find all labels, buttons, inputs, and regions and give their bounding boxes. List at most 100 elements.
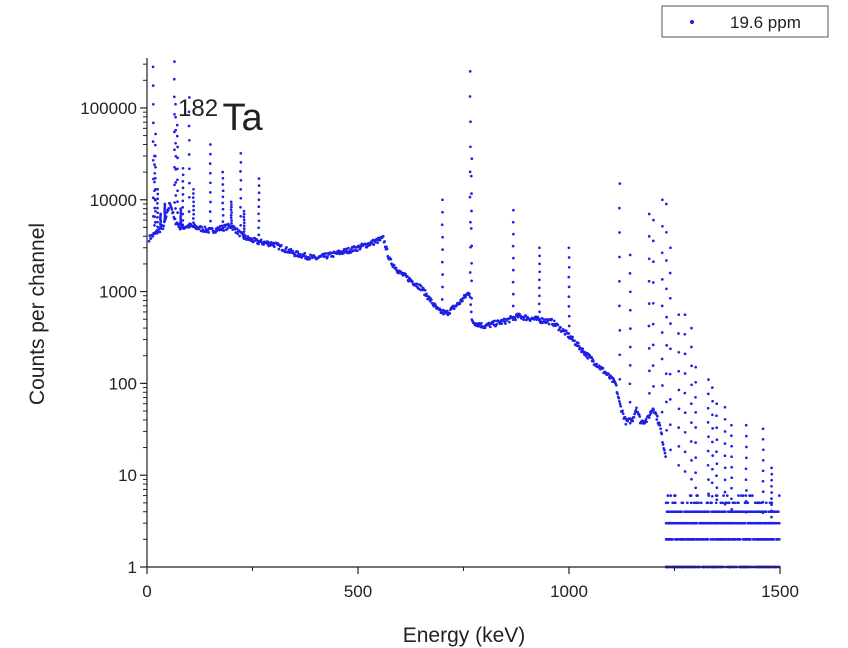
data-point <box>557 328 561 332</box>
data-point <box>621 412 625 416</box>
data-point <box>188 167 191 171</box>
x-axis-title: Energy (keV) <box>403 624 526 647</box>
data-point <box>648 369 651 373</box>
data-point <box>723 466 727 470</box>
data-point <box>665 315 668 319</box>
data-point <box>522 318 526 322</box>
data-point <box>730 423 733 427</box>
data-point <box>513 316 517 320</box>
data-point <box>221 183 225 186</box>
data-point <box>239 205 242 209</box>
data-point <box>470 244 474 248</box>
data-point <box>655 418 659 421</box>
data-point <box>303 251 307 255</box>
data-point <box>715 498 719 502</box>
data-point <box>677 332 680 335</box>
data-point <box>683 450 687 454</box>
data-point <box>385 247 389 251</box>
data-point <box>469 145 472 149</box>
data-point <box>208 191 212 194</box>
data-point <box>733 501 737 505</box>
data-point <box>770 484 773 488</box>
data-point <box>538 262 541 266</box>
data-point <box>667 510 671 514</box>
data-point <box>669 448 672 452</box>
data-point <box>154 176 157 180</box>
data-point <box>151 158 155 162</box>
data-point <box>665 230 668 234</box>
legend-label: 19.6 ppm <box>730 13 801 32</box>
data-point <box>192 208 195 212</box>
data-point <box>761 437 765 441</box>
data-point <box>480 321 483 325</box>
data-point <box>745 456 748 460</box>
data-point <box>442 312 445 316</box>
data-point <box>511 292 515 296</box>
data-point <box>559 326 562 329</box>
isotope-symbol: Ta <box>223 97 264 139</box>
data-point <box>174 181 178 184</box>
data-point <box>764 501 768 505</box>
data-point <box>731 501 735 505</box>
data-point <box>665 344 669 347</box>
data-point <box>511 244 515 248</box>
data-point <box>628 345 632 349</box>
data-point <box>242 215 246 219</box>
data-point <box>770 501 774 505</box>
data-point <box>770 503 773 507</box>
data-point <box>618 280 621 283</box>
data-point <box>744 478 748 482</box>
data-point <box>764 521 768 525</box>
data-point <box>163 204 167 208</box>
data-point <box>660 278 664 281</box>
data-point <box>230 219 233 222</box>
data-point <box>162 224 166 228</box>
data-point <box>156 211 160 215</box>
data-point <box>690 364 693 368</box>
data-point <box>349 251 353 254</box>
data-point <box>694 380 698 384</box>
data-point <box>296 250 300 254</box>
data-point <box>629 327 632 330</box>
data-point <box>764 510 768 514</box>
data-point <box>411 280 414 283</box>
data-point <box>677 426 681 429</box>
x-tick-label: 1000 <box>550 582 588 601</box>
data-point <box>665 428 668 432</box>
data-point <box>564 329 568 333</box>
data-point <box>176 211 179 214</box>
data-point <box>441 285 444 289</box>
data-point <box>648 391 651 395</box>
data-point <box>221 226 225 230</box>
data-point <box>654 412 658 416</box>
data-point <box>470 209 473 213</box>
data-point <box>694 441 697 444</box>
data-point <box>706 449 710 453</box>
data-point <box>683 411 687 415</box>
data-point <box>175 123 179 127</box>
data-point <box>586 357 590 360</box>
data-point <box>664 372 668 376</box>
data-point <box>208 210 212 213</box>
data-point <box>511 220 515 224</box>
data-point <box>652 218 655 222</box>
data-point <box>378 238 382 242</box>
data-point <box>368 243 372 247</box>
data-point <box>153 143 157 147</box>
data-point <box>673 510 677 514</box>
data-point <box>673 501 677 505</box>
data-point <box>567 314 571 318</box>
data-point <box>645 420 648 424</box>
data-point <box>230 211 233 214</box>
data-point <box>154 187 157 191</box>
data-point <box>770 466 773 470</box>
data-point <box>257 233 261 237</box>
data-point <box>666 501 670 505</box>
data-point <box>504 322 507 325</box>
data-point <box>448 312 452 315</box>
data-point <box>745 445 748 449</box>
data-point <box>392 263 396 267</box>
data-point <box>242 224 246 228</box>
data-point <box>689 402 693 406</box>
data-point <box>383 240 386 243</box>
